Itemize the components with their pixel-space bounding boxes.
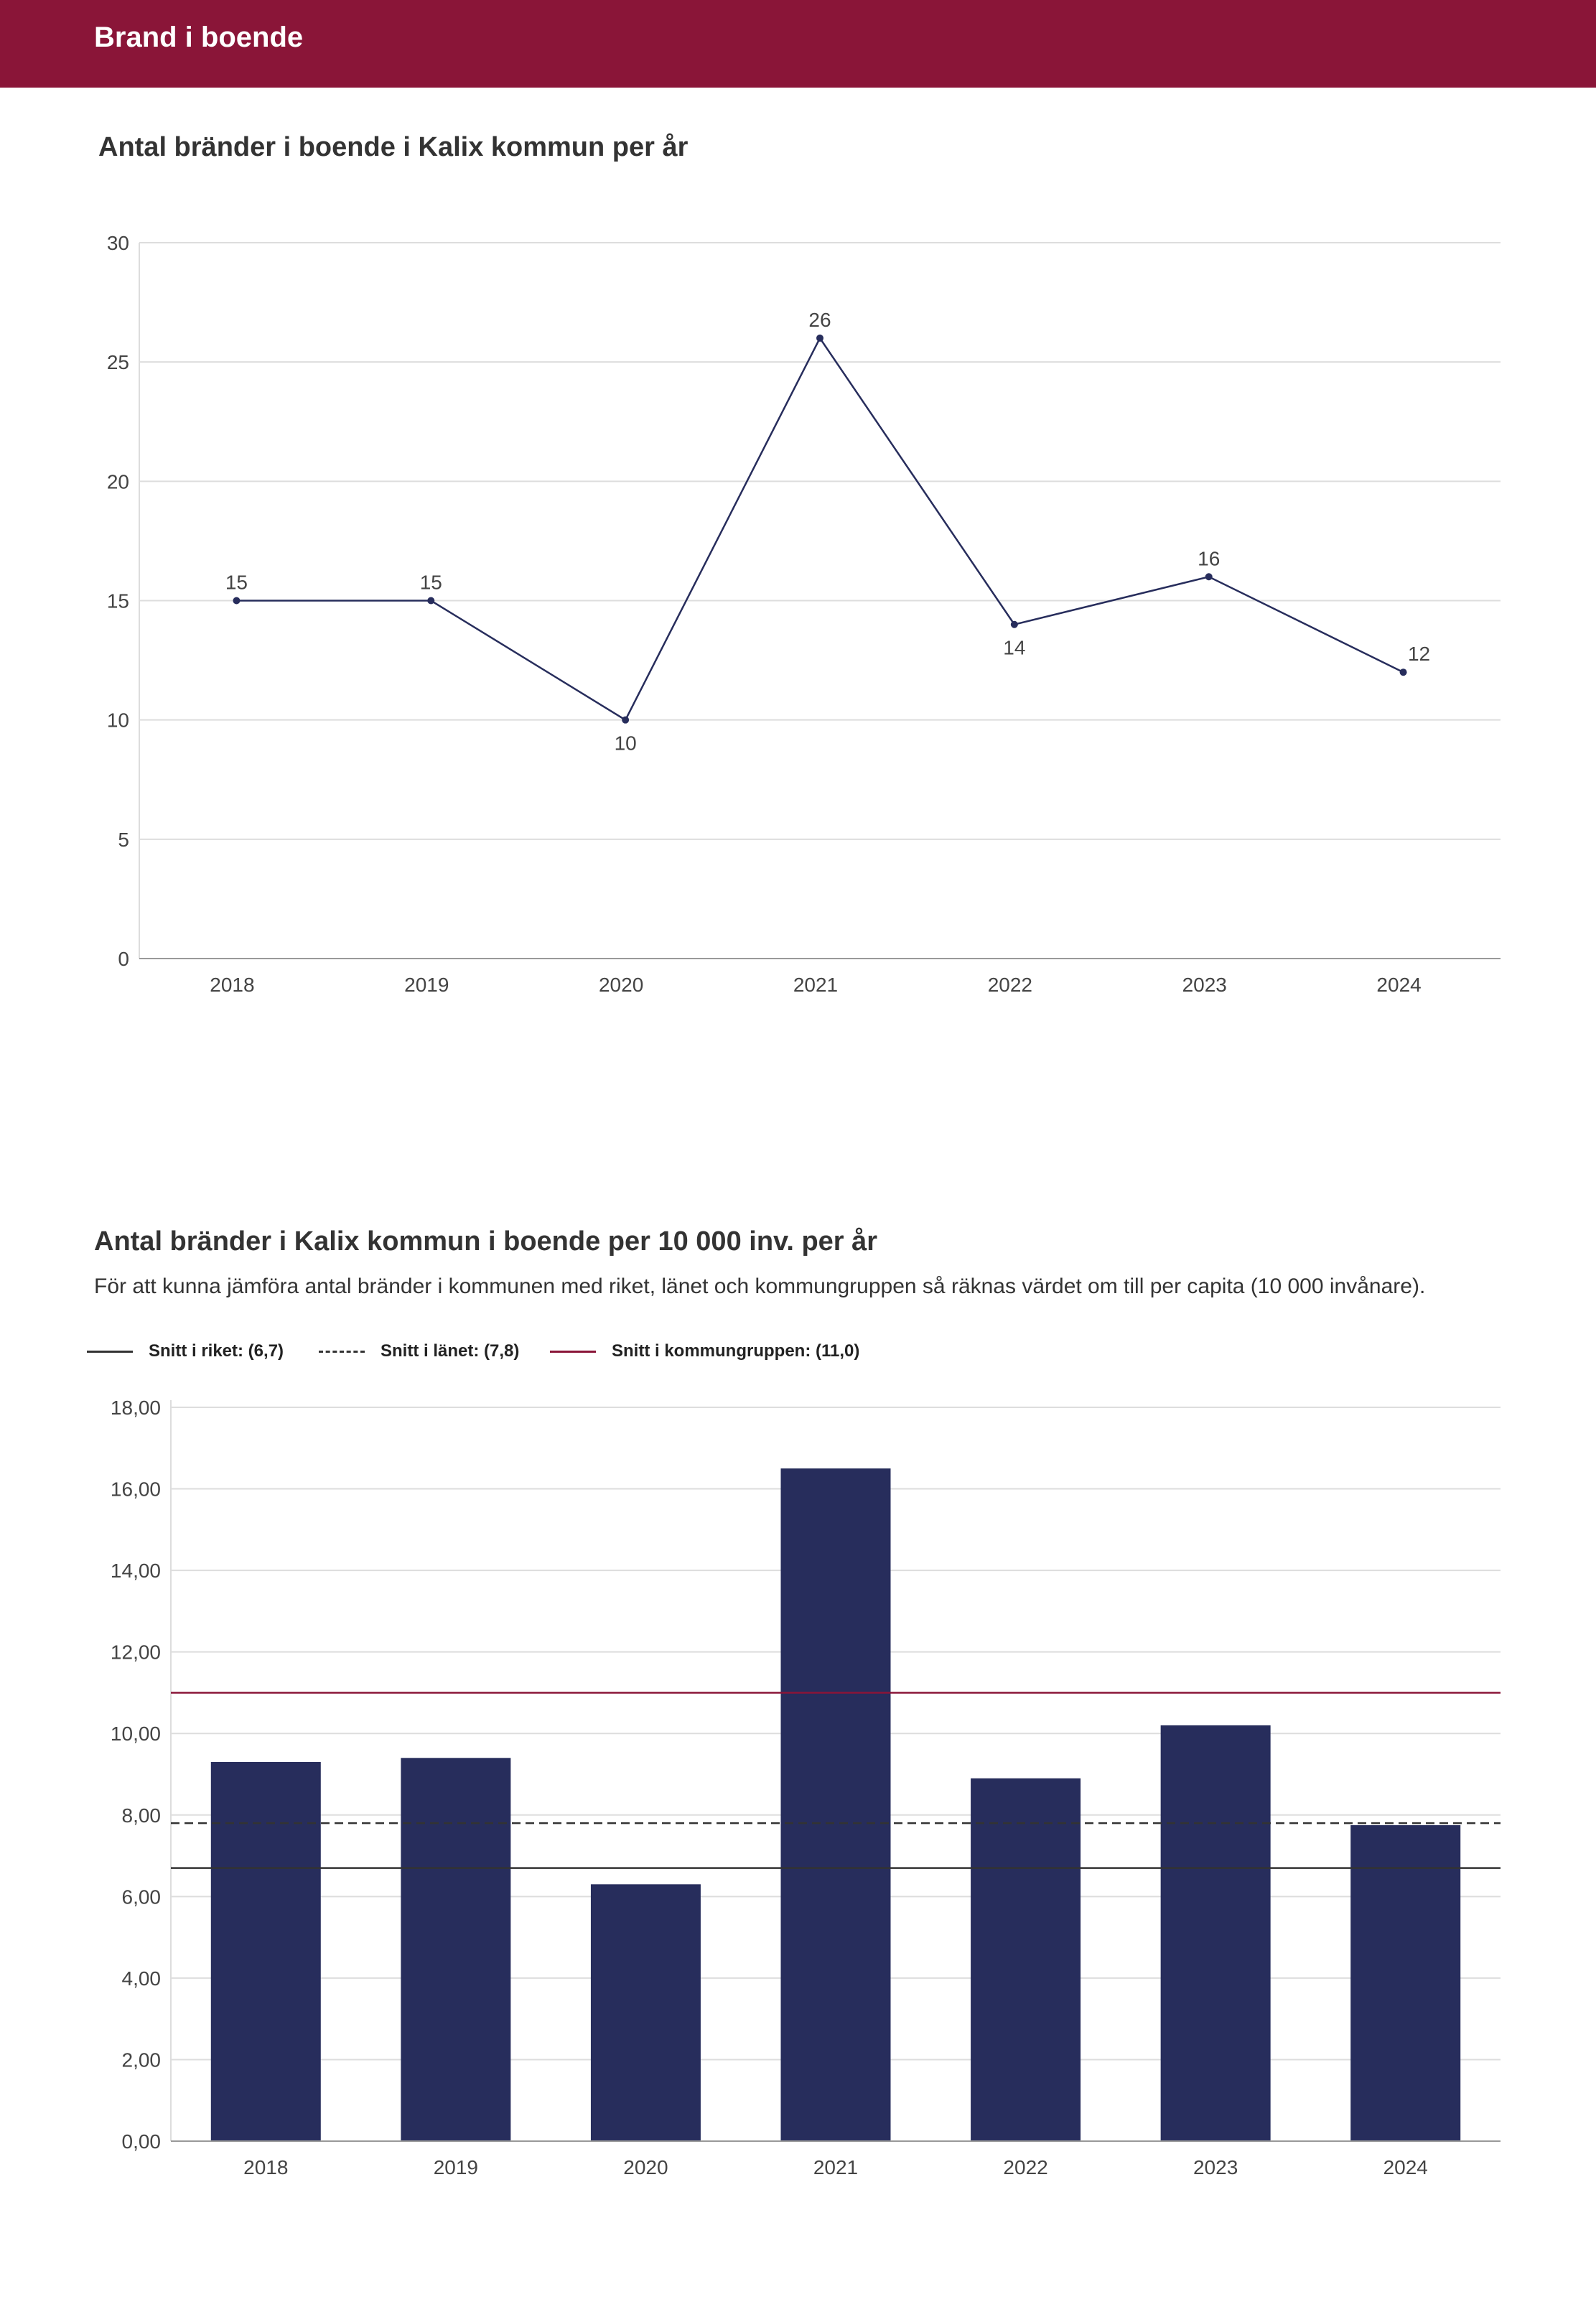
x-tick-label: 2019 <box>434 2156 478 2178</box>
data-point <box>1010 620 1018 628</box>
legend-item-riket: Snitt i riket: (6,7) <box>87 1341 284 1361</box>
data-label: 15 <box>225 572 248 594</box>
page-header: Brand i boende <box>0 0 1596 88</box>
y-tick-label: 4,00 <box>122 1967 162 1990</box>
bar <box>780 1468 891 2141</box>
y-tick-label: 15 <box>107 590 129 612</box>
y-tick-label: 20 <box>107 470 129 493</box>
data-point <box>1205 573 1213 581</box>
legend-swatch-lanet <box>319 1350 365 1353</box>
legend-label-lanet: Snitt i länet: (7,8) <box>381 1341 520 1361</box>
page-title: Brand i boende <box>94 22 304 53</box>
y-tick-label: 5 <box>118 829 129 851</box>
data-label: 12 <box>1408 643 1430 665</box>
data-point <box>233 597 241 605</box>
data-label: 14 <box>1003 637 1025 659</box>
line-chart: 0 5 10 15 20 25 30 2018 2019 2020 2021 2022 2023 2024… <box>107 232 1501 996</box>
x-tick-label: 2022 <box>988 974 1032 996</box>
bar-chart-subtitle: För att kunna jämföra antal bränder i ko… <box>94 1274 1426 1298</box>
y-tick-label: 6,00 <box>122 1886 162 1908</box>
y-tick-label: 14,00 <box>111 1560 161 1582</box>
y-tick-label: 0 <box>118 948 129 970</box>
bar <box>210 1761 321 2141</box>
y-tick-label: 10,00 <box>111 1723 161 1745</box>
bar <box>590 1884 701 2141</box>
legend-item-lanet: Snitt i länet: (7,8) <box>319 1341 519 1361</box>
legend-item-kommungruppen: Snitt i kommungruppen: (11,0) <box>550 1341 859 1361</box>
x-tick-label: 2021 <box>793 974 838 996</box>
x-tick-label: 2023 <box>1193 2156 1238 2178</box>
x-tick-label: 2018 <box>210 974 254 996</box>
bar <box>1350 1824 1461 2141</box>
x-tick-label: 2021 <box>813 2156 858 2178</box>
bar <box>971 1778 1081 2141</box>
data-point <box>816 334 823 342</box>
y-tick-label: 8,00 <box>122 1804 162 1827</box>
bar-chart-title: Antal bränder i Kalix kommun i boende pe… <box>94 1226 878 1257</box>
y-tick-label: 2,00 <box>122 2049 162 2071</box>
x-tick-label: 2019 <box>404 974 449 996</box>
x-tick-label: 2024 <box>1376 974 1421 996</box>
y-tick-label: 30 <box>107 232 129 254</box>
bar <box>401 1758 511 2141</box>
x-tick-label: 2022 <box>1003 2156 1047 2178</box>
data-point <box>427 597 435 605</box>
line-chart-title: Antal bränder i boende i Kalix kommun pe… <box>98 132 689 162</box>
y-tick-label: 16,00 <box>111 1478 161 1501</box>
y-tick-label: 18,00 <box>111 1397 161 1419</box>
bar <box>1160 1725 1271 2141</box>
x-tick-label: 2024 <box>1383 2156 1428 2178</box>
y-tick-label: 12,00 <box>111 1641 161 1664</box>
data-point <box>1399 668 1407 676</box>
legend-label-riket: Snitt i riket: (6,7) <box>149 1341 284 1361</box>
legend-swatch-riket <box>87 1350 133 1353</box>
x-tick-label: 2020 <box>623 2156 668 2178</box>
data-label: 10 <box>615 732 637 755</box>
data-label: 15 <box>420 572 442 594</box>
y-tick-label: 0,00 <box>122 2130 162 2153</box>
data-point <box>622 716 630 724</box>
data-label: 16 <box>1198 547 1220 569</box>
y-tick-label: 25 <box>107 351 129 373</box>
x-tick-label: 2023 <box>1182 974 1227 996</box>
legend-label-kommungruppen: Snitt i kommungruppen: (11,0) <box>612 1341 860 1361</box>
data-label: 26 <box>808 309 831 331</box>
legend-swatch-kommungruppen <box>550 1350 596 1353</box>
x-tick-label: 2018 <box>243 2156 288 2178</box>
x-tick-label: 2020 <box>599 974 643 996</box>
y-tick-label: 10 <box>107 709 129 732</box>
